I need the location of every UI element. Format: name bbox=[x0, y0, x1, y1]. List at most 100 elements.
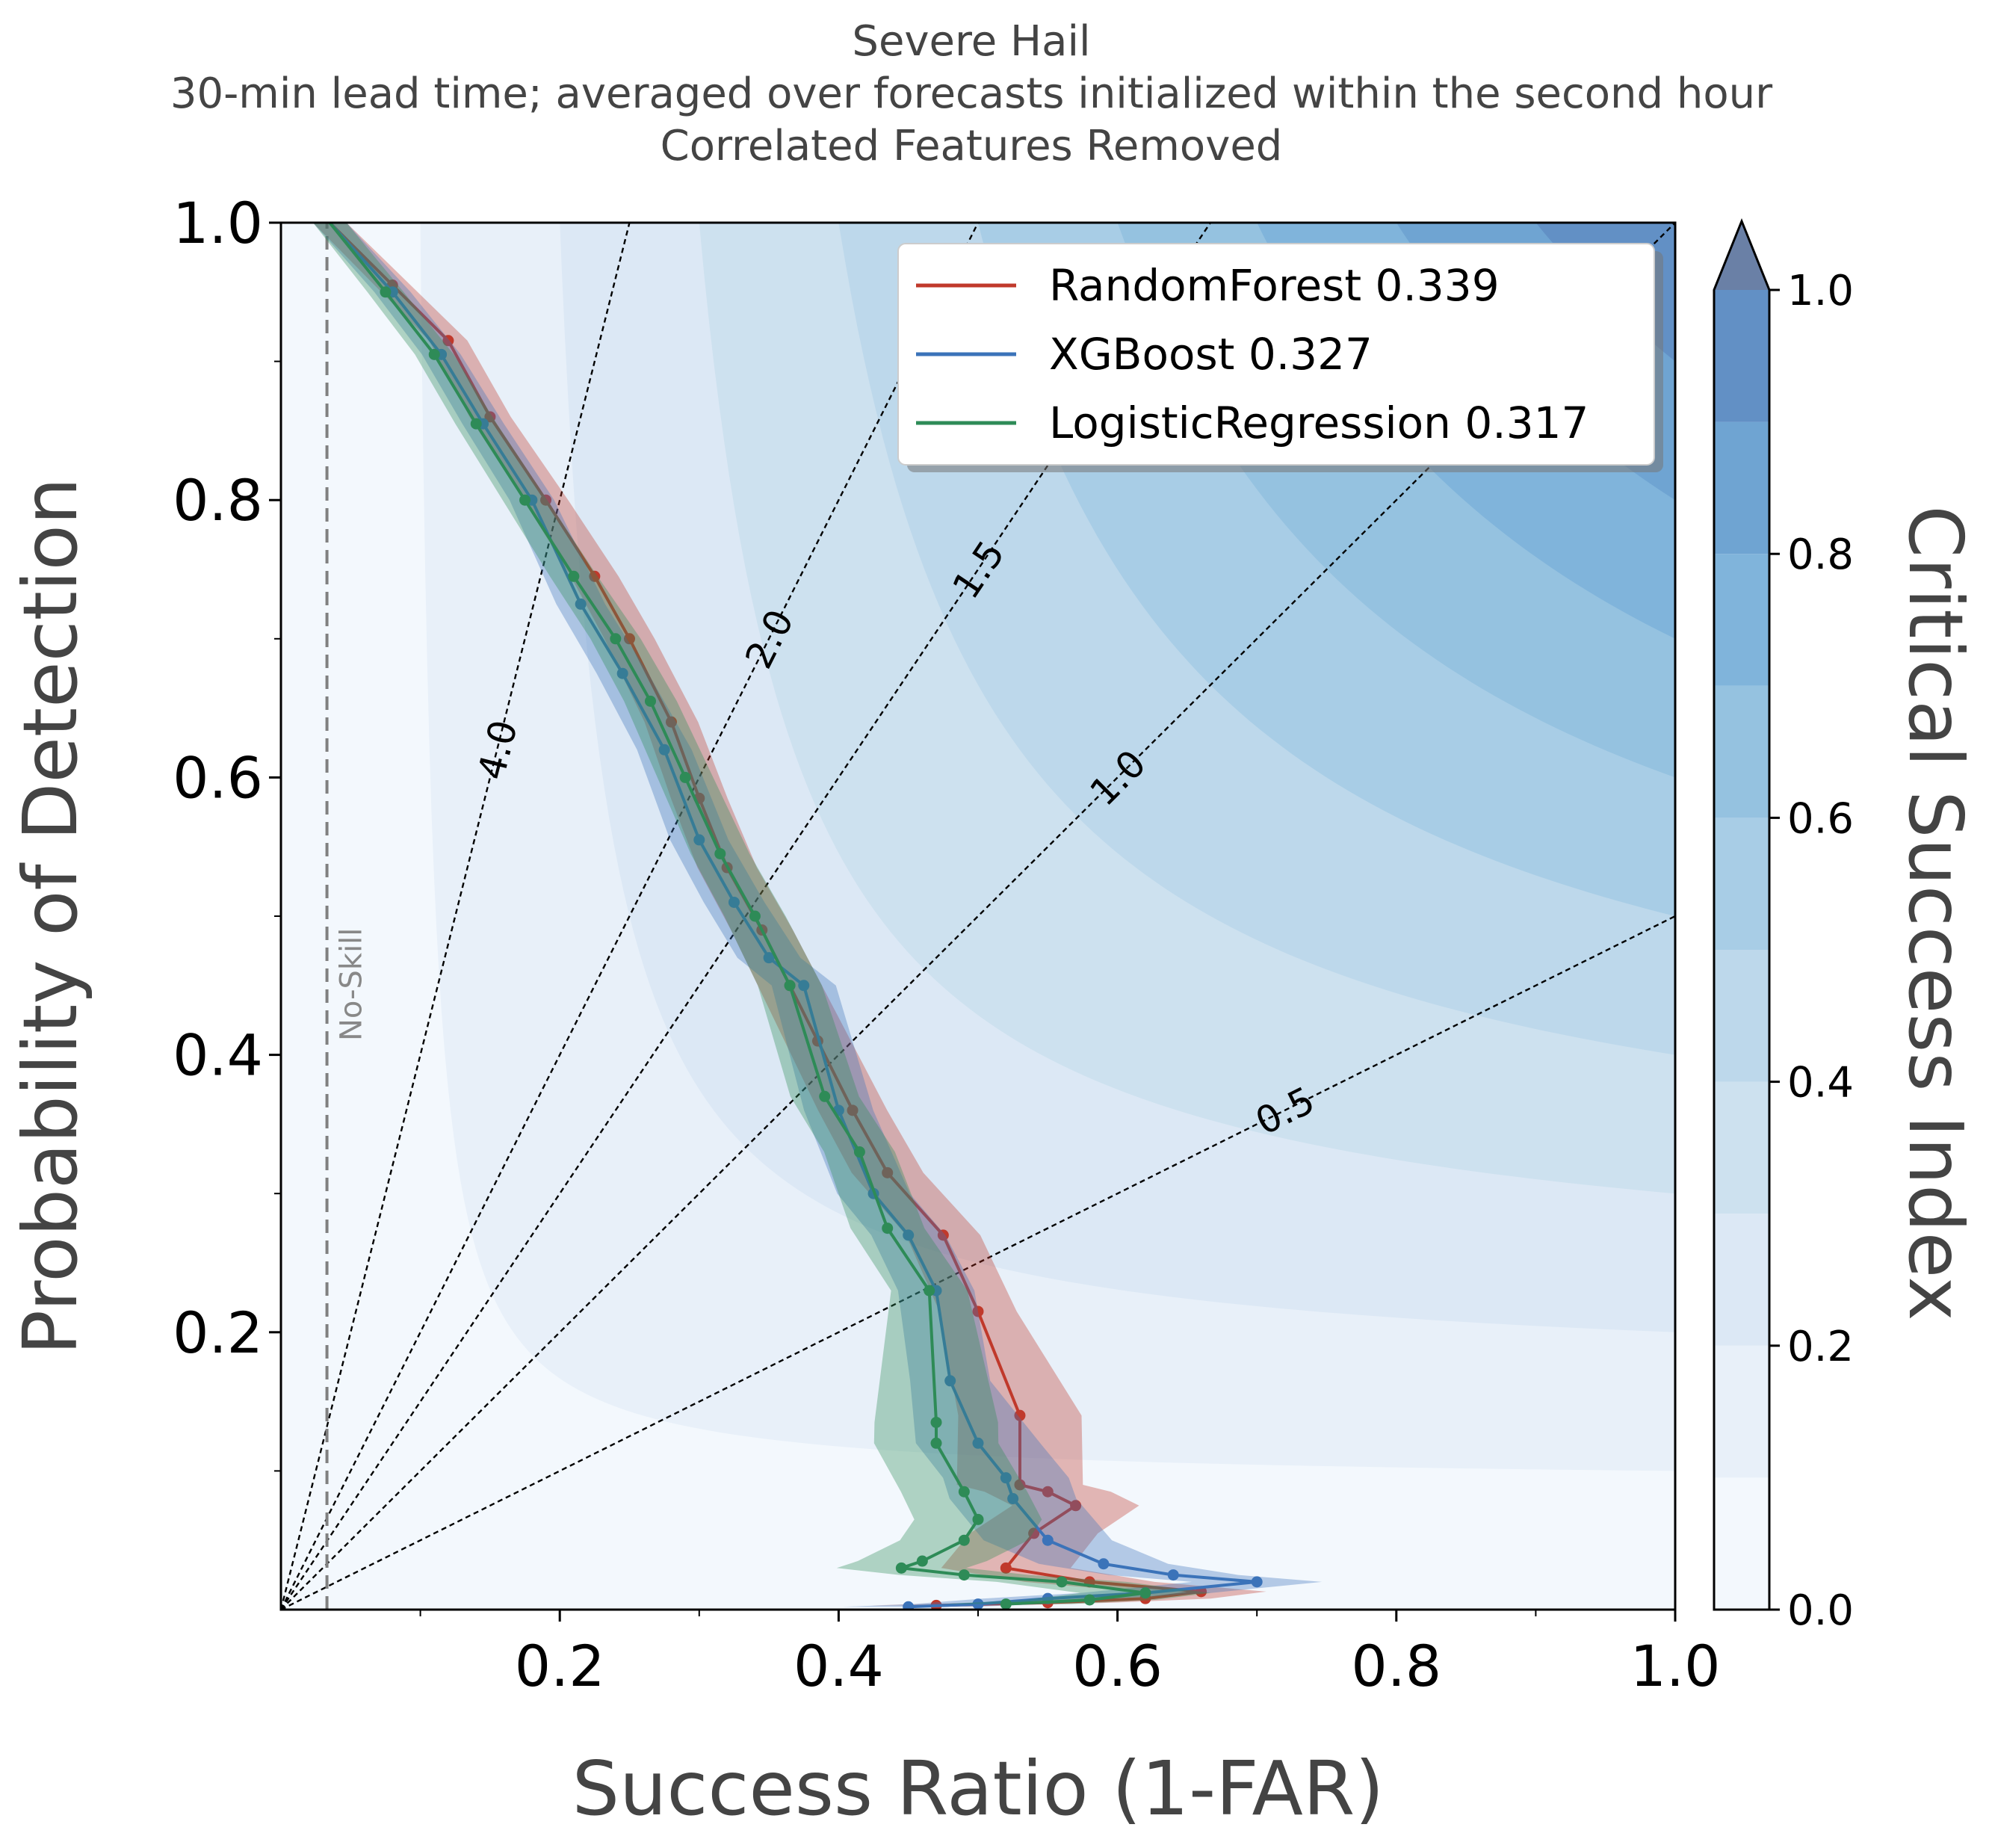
series-point-1-22 bbox=[1167, 1569, 1179, 1581]
series-band-2 bbox=[312, 223, 1211, 1604]
series-point-0-2 bbox=[442, 335, 454, 347]
x-tick-label-1: 0.4 bbox=[794, 1633, 884, 1699]
series-point-2-2 bbox=[428, 348, 440, 360]
series-point-0-20 bbox=[1070, 1500, 1082, 1512]
series-point-2-10 bbox=[749, 910, 761, 922]
colorbar-title: Critical Success Index bbox=[1892, 505, 1979, 1320]
series-point-0-13 bbox=[847, 1104, 859, 1116]
legend-box bbox=[897, 243, 1655, 466]
series-2 bbox=[312, 223, 1211, 1610]
series-point-0-3 bbox=[484, 411, 496, 423]
series-point-1-5 bbox=[575, 598, 587, 610]
series-point-1-11 bbox=[798, 980, 810, 992]
bias-line-2.0 bbox=[281, 223, 980, 1610]
x-tick-label-0: 0.2 bbox=[515, 1633, 605, 1699]
series-point-2-13 bbox=[853, 1146, 865, 1158]
series-point-0-4 bbox=[540, 494, 552, 506]
colorbar-tick-label-4: 0.8 bbox=[1787, 531, 1854, 579]
x-tick-label-2: 0.6 bbox=[1072, 1633, 1163, 1699]
series-point-0-22 bbox=[1000, 1562, 1012, 1574]
series-point-2-16 bbox=[930, 1416, 942, 1428]
legend: RandomForest 0.339 XGBoost 0.327 LogisticR… bbox=[897, 243, 1663, 472]
series-point-0-16 bbox=[972, 1305, 984, 1317]
series-point-0-5 bbox=[589, 570, 601, 582]
colorbar-segment-7 bbox=[1714, 554, 1769, 686]
series-point-2-9 bbox=[714, 847, 726, 859]
chart-title-line-2: 30-min lead time; averaged over forecast… bbox=[170, 69, 1773, 118]
series-point-2-24 bbox=[1056, 1576, 1068, 1588]
series-point-1-27 bbox=[903, 1601, 915, 1610]
series-point-2-8 bbox=[679, 771, 691, 783]
series-line-1 bbox=[328, 223, 1258, 1609]
x-axis: 0.2 0.4 0.6 0.8 1.0 bbox=[419, 1610, 1721, 1699]
series-point-1-7 bbox=[658, 744, 670, 755]
x-axis-title: Success Ratio (1-FAR) bbox=[572, 1745, 1385, 1832]
series-point-2-21 bbox=[916, 1555, 928, 1567]
series-point-2-4 bbox=[519, 494, 531, 506]
series-point-2-23 bbox=[958, 1569, 970, 1581]
y-tick-label-0: 0.2 bbox=[173, 1300, 263, 1366]
y-tick-label-1: 0.4 bbox=[173, 1022, 263, 1089]
no-skill-line: No-Skill bbox=[325, 223, 369, 1610]
series-point-0-21 bbox=[1028, 1527, 1040, 1539]
series-point-1-23 bbox=[1251, 1576, 1263, 1588]
series-point-1-6 bbox=[616, 667, 628, 679]
series-point-2-26 bbox=[1083, 1594, 1095, 1606]
series-point-2-25 bbox=[1139, 1587, 1151, 1599]
series-line-0 bbox=[328, 223, 1201, 1607]
series-point-2-1 bbox=[380, 286, 392, 298]
colorbar-outline bbox=[1713, 217, 1771, 1611]
series-point-0-7 bbox=[665, 716, 677, 728]
series-point-1-26 bbox=[972, 1598, 984, 1610]
colorbar-tick-label-0: 0.0 bbox=[1787, 1586, 1854, 1635]
x-tick-label-3: 0.8 bbox=[1351, 1633, 1441, 1699]
series-point-2-6 bbox=[610, 633, 622, 645]
colorbar: 0.0 0.2 0.4 0.6 0.8 1.0 bbox=[1713, 217, 1854, 1635]
series-point-1-20 bbox=[1042, 1534, 1054, 1546]
chart-title-line-3: Correlated Features Removed bbox=[661, 122, 1283, 170]
colorbar-tick-label-3: 0.6 bbox=[1787, 794, 1854, 843]
series-point-0-15 bbox=[937, 1229, 949, 1241]
chart-title-line-1: Severe Hail bbox=[852, 17, 1090, 66]
series-point-2-17 bbox=[930, 1437, 942, 1449]
series-point-1-14 bbox=[903, 1229, 915, 1241]
series-point-0-17 bbox=[1014, 1409, 1026, 1421]
series-point-1-19 bbox=[1007, 1493, 1019, 1505]
series-point-2-27 bbox=[1000, 1598, 1012, 1610]
colorbar-segment-8 bbox=[1714, 421, 1769, 554]
series-point-2-7 bbox=[644, 695, 656, 707]
series-point-1-16 bbox=[944, 1375, 956, 1387]
legend-label-2: LogisticRegression 0.317 bbox=[1049, 398, 1589, 448]
colorbar-segment-3 bbox=[1714, 1081, 1769, 1214]
colorbar-segment-6 bbox=[1714, 685, 1769, 818]
colorbar-segment-9 bbox=[1714, 290, 1769, 422]
bias-line-4.0 bbox=[281, 223, 631, 1610]
series-point-2-18 bbox=[958, 1486, 970, 1498]
x-tick-label-4: 1.0 bbox=[1630, 1633, 1721, 1699]
series-point-1-21 bbox=[1098, 1558, 1110, 1570]
series-point-2-14 bbox=[882, 1223, 894, 1234]
colorbar-extend-arrow bbox=[1714, 221, 1769, 290]
colorbar-tick-label-2: 0.4 bbox=[1787, 1059, 1854, 1107]
series-point-2-19 bbox=[972, 1513, 984, 1525]
series-point-1-17 bbox=[972, 1437, 984, 1449]
series-point-2-15 bbox=[924, 1285, 935, 1297]
series-point-0-6 bbox=[624, 633, 635, 645]
series-point-2-3 bbox=[470, 418, 482, 430]
series-point-1-9 bbox=[728, 896, 740, 908]
series-line-2 bbox=[328, 223, 1146, 1606]
bias-line-1.0 bbox=[281, 223, 1675, 1610]
series-point-2-22 bbox=[895, 1562, 907, 1574]
colorbar-segment-5 bbox=[1714, 818, 1769, 950]
colorbar-tick-label-5: 1.0 bbox=[1787, 267, 1854, 315]
y-tick-label-2: 0.6 bbox=[173, 744, 263, 811]
series-point-1-8 bbox=[693, 834, 705, 846]
no-skill-label: No-Skill bbox=[335, 928, 369, 1041]
y-tick-label-3: 0.8 bbox=[173, 467, 263, 534]
series-point-1-10 bbox=[763, 952, 775, 964]
series-point-2-11 bbox=[784, 980, 796, 992]
y-axis-title: Probability of Detection bbox=[7, 478, 94, 1355]
y-tick-label-4: 1.0 bbox=[173, 190, 263, 256]
series-point-2-20 bbox=[958, 1534, 970, 1546]
